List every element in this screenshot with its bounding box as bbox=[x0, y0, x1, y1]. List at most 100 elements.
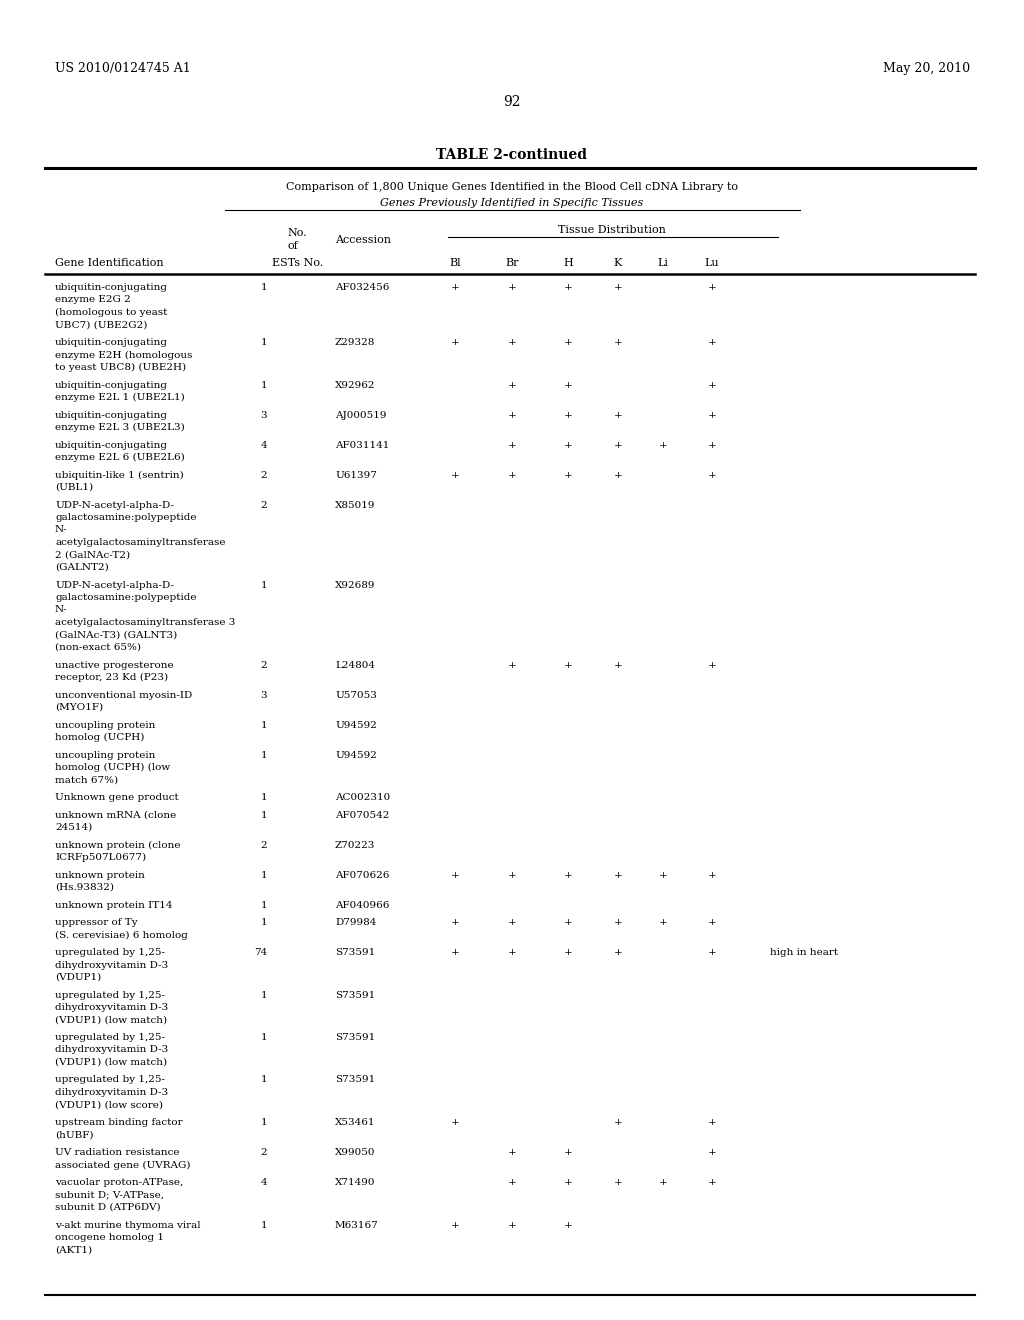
Text: 24514): 24514) bbox=[55, 822, 92, 832]
Text: +: + bbox=[708, 470, 717, 479]
Text: +: + bbox=[708, 660, 717, 669]
Text: unactive progesterone: unactive progesterone bbox=[55, 660, 174, 669]
Text: (VDUP1) (low match): (VDUP1) (low match) bbox=[55, 1059, 167, 1067]
Text: May 20, 2010: May 20, 2010 bbox=[883, 62, 970, 75]
Text: 4: 4 bbox=[260, 1177, 267, 1187]
Text: 2: 2 bbox=[260, 660, 267, 669]
Text: to yeast UBC8) (UBE2H): to yeast UBC8) (UBE2H) bbox=[55, 363, 186, 372]
Text: (AKT1): (AKT1) bbox=[55, 1246, 92, 1254]
Text: AC002310: AC002310 bbox=[335, 793, 390, 803]
Text: AF040966: AF040966 bbox=[335, 900, 389, 909]
Text: +: + bbox=[708, 948, 717, 957]
Text: acetylgalactosaminyltransferase 3: acetylgalactosaminyltransferase 3 bbox=[55, 618, 236, 627]
Text: ubiquitin-conjugating: ubiquitin-conjugating bbox=[55, 411, 168, 420]
Text: +: + bbox=[708, 282, 717, 292]
Text: (VDUP1): (VDUP1) bbox=[55, 973, 101, 982]
Text: unknown mRNA (clone: unknown mRNA (clone bbox=[55, 810, 176, 820]
Text: TABLE 2-continued: TABLE 2-continued bbox=[436, 148, 588, 162]
Text: S73591: S73591 bbox=[335, 1076, 375, 1085]
Text: +: + bbox=[658, 870, 668, 879]
Text: 1: 1 bbox=[260, 1118, 267, 1127]
Text: Z29328: Z29328 bbox=[335, 338, 376, 347]
Text: of: of bbox=[287, 242, 298, 251]
Text: +: + bbox=[613, 1177, 623, 1187]
Text: ubiquitin-like 1 (sentrin): ubiquitin-like 1 (sentrin) bbox=[55, 470, 183, 479]
Text: AF031141: AF031141 bbox=[335, 441, 389, 450]
Text: +: + bbox=[658, 1177, 668, 1187]
Text: U94592: U94592 bbox=[335, 721, 377, 730]
Text: 2: 2 bbox=[260, 841, 267, 850]
Text: +: + bbox=[508, 1221, 516, 1229]
Text: 1: 1 bbox=[260, 282, 267, 292]
Text: 1: 1 bbox=[260, 1221, 267, 1229]
Text: Tissue Distribution: Tissue Distribution bbox=[558, 224, 666, 235]
Text: +: + bbox=[508, 380, 516, 389]
Text: 1: 1 bbox=[260, 990, 267, 999]
Text: +: + bbox=[451, 1221, 460, 1229]
Text: N-: N- bbox=[55, 525, 68, 535]
Text: +: + bbox=[563, 411, 572, 420]
Text: Z70223: Z70223 bbox=[335, 841, 376, 850]
Text: acetylgalactosaminyltransferase: acetylgalactosaminyltransferase bbox=[55, 539, 225, 546]
Text: upregulated by 1,25-: upregulated by 1,25- bbox=[55, 1076, 165, 1085]
Text: vacuolar proton-ATPase,: vacuolar proton-ATPase, bbox=[55, 1177, 183, 1187]
Text: upstream binding factor: upstream binding factor bbox=[55, 1118, 182, 1127]
Text: +: + bbox=[708, 411, 717, 420]
Text: 1: 1 bbox=[260, 810, 267, 820]
Text: (GalNAc-T3) (GALNT3): (GalNAc-T3) (GALNT3) bbox=[55, 631, 177, 639]
Text: +: + bbox=[708, 1148, 717, 1158]
Text: +: + bbox=[508, 660, 516, 669]
Text: galactosamine:polypeptide: galactosamine:polypeptide bbox=[55, 513, 197, 521]
Text: +: + bbox=[563, 380, 572, 389]
Text: 1: 1 bbox=[260, 581, 267, 590]
Text: ubiquitin-conjugating: ubiquitin-conjugating bbox=[55, 441, 168, 450]
Text: No.: No. bbox=[287, 228, 306, 238]
Text: 1: 1 bbox=[260, 380, 267, 389]
Text: dihydroxyvitamin D-3: dihydroxyvitamin D-3 bbox=[55, 961, 168, 969]
Text: homolog (UCPH): homolog (UCPH) bbox=[55, 733, 144, 742]
Text: +: + bbox=[613, 870, 623, 879]
Text: high in heart: high in heart bbox=[770, 948, 838, 957]
Text: +: + bbox=[613, 411, 623, 420]
Text: +: + bbox=[563, 948, 572, 957]
Text: ICRFp507L0677): ICRFp507L0677) bbox=[55, 853, 146, 862]
Text: 2: 2 bbox=[260, 1148, 267, 1158]
Text: upregulated by 1,25-: upregulated by 1,25- bbox=[55, 990, 165, 999]
Text: galactosamine:polypeptide: galactosamine:polypeptide bbox=[55, 593, 197, 602]
Text: K: K bbox=[613, 257, 623, 268]
Text: L24804: L24804 bbox=[335, 660, 375, 669]
Text: 74: 74 bbox=[254, 948, 267, 957]
Text: +: + bbox=[508, 338, 516, 347]
Text: AJ000519: AJ000519 bbox=[335, 411, 386, 420]
Text: +: + bbox=[708, 441, 717, 450]
Text: +: + bbox=[563, 470, 572, 479]
Text: +: + bbox=[708, 1118, 717, 1127]
Text: enzyme E2H (homologous: enzyme E2H (homologous bbox=[55, 351, 193, 359]
Text: +: + bbox=[508, 441, 516, 450]
Text: 1: 1 bbox=[260, 1034, 267, 1041]
Text: oncogene homolog 1: oncogene homolog 1 bbox=[55, 1233, 164, 1242]
Text: ESTs No.: ESTs No. bbox=[272, 257, 324, 268]
Text: 3: 3 bbox=[260, 690, 267, 700]
Text: subunit D (ATP6DV): subunit D (ATP6DV) bbox=[55, 1203, 161, 1212]
Text: +: + bbox=[451, 338, 460, 347]
Text: associated gene (UVRAG): associated gene (UVRAG) bbox=[55, 1160, 190, 1170]
Text: 4: 4 bbox=[260, 441, 267, 450]
Text: enzyme E2L 3 (UBE2L3): enzyme E2L 3 (UBE2L3) bbox=[55, 422, 184, 432]
Text: X71490: X71490 bbox=[335, 1177, 376, 1187]
Text: AF070542: AF070542 bbox=[335, 810, 389, 820]
Text: S73591: S73591 bbox=[335, 948, 375, 957]
Text: (hUBF): (hUBF) bbox=[55, 1130, 93, 1139]
Text: enzyme E2G 2: enzyme E2G 2 bbox=[55, 296, 131, 305]
Text: UV radiation resistance: UV radiation resistance bbox=[55, 1148, 179, 1158]
Text: +: + bbox=[508, 870, 516, 879]
Text: 1: 1 bbox=[260, 751, 267, 759]
Text: H: H bbox=[563, 257, 572, 268]
Text: ubiquitin-conjugating: ubiquitin-conjugating bbox=[55, 380, 168, 389]
Text: Genes Previously Identified in Specific Tissues: Genes Previously Identified in Specific … bbox=[380, 198, 644, 209]
Text: +: + bbox=[508, 470, 516, 479]
Text: N-: N- bbox=[55, 606, 68, 615]
Text: +: + bbox=[451, 470, 460, 479]
Text: +: + bbox=[451, 282, 460, 292]
Text: +: + bbox=[451, 917, 460, 927]
